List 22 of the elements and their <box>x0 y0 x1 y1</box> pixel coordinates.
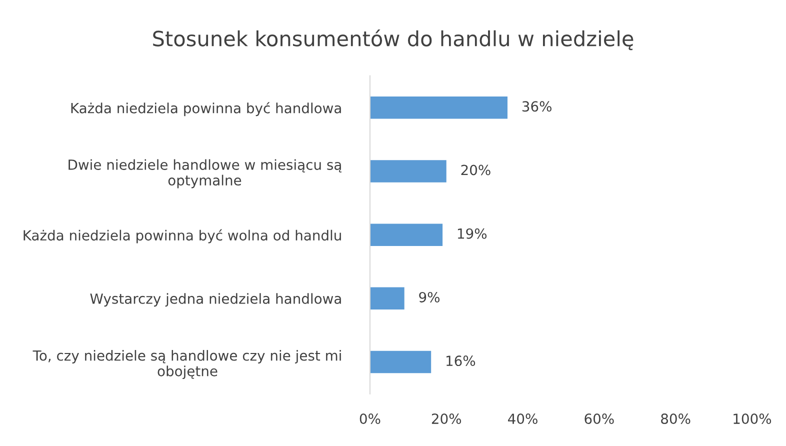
data-label: 19% <box>458 228 487 239</box>
y-tick-label: To, czy niedziele są handlowe czy nie jest mi obojętne <box>32 350 341 380</box>
y-tick-label: Każda niedziela powinna być handlowa <box>71 102 341 116</box>
y-tick-label: Każda niedziela powinna być wolna od handlu <box>24 229 341 244</box>
bar <box>370 96 508 119</box>
x-tick-label: 40% <box>508 414 538 424</box>
chart-title: Stosunek konsumentów do handlu w niedzielę <box>153 29 634 50</box>
x-tick-label: 80% <box>661 414 690 424</box>
data-label: 20% <box>461 164 490 176</box>
x-tick-label: 100% <box>734 414 772 424</box>
y-tick-label: Dwie niedziele handlowe w miesiącu są optymalne <box>68 159 342 188</box>
y-tick-label: Wystarczy jedna niedziela handlowa <box>90 293 341 307</box>
bar <box>370 350 432 374</box>
data-label: 9% <box>419 292 440 302</box>
bar <box>370 287 404 310</box>
bar <box>370 160 446 182</box>
bar <box>370 224 443 246</box>
data-label: 16% <box>446 356 476 366</box>
data-label: 36% <box>522 101 552 112</box>
x-tick-label: 20% <box>432 414 462 424</box>
x-tick-label: 0% <box>360 414 380 424</box>
x-tick-label: 60% <box>584 414 614 424</box>
